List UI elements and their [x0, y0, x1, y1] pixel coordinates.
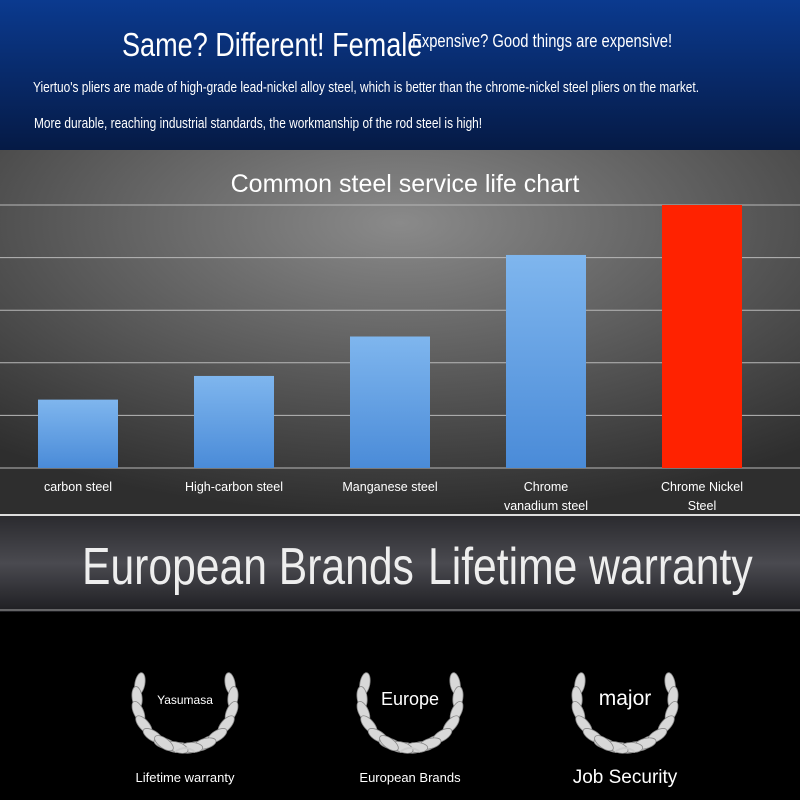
banner-bg: [0, 515, 800, 612]
header-tagline: Expensive? Good things are expensive!: [412, 31, 673, 51]
laurel-leaf: [154, 735, 174, 752]
banner-text: European Brands: [82, 538, 414, 596]
laurel-stem: [174, 747, 196, 753]
header-line: More durable, reaching industrial standa…: [34, 116, 483, 132]
badge-emblem: Europe: [380, 689, 440, 710]
laurel-leaf: [594, 735, 614, 752]
laurel-leaf: [379, 735, 399, 752]
laurels: [131, 672, 679, 754]
bar: [662, 205, 742, 468]
laurel-stem: [614, 747, 636, 753]
badge-caption: European Brands: [359, 770, 461, 786]
laurel-stem: [399, 747, 421, 753]
banner-text: Lifetime warranty: [428, 538, 753, 596]
x-tick-label: carbon steel: [43, 480, 113, 494]
bar: [38, 399, 118, 468]
bar: [350, 336, 430, 468]
x-tick-label: High-carbon steel: [185, 480, 283, 494]
x-tick-label: Manganese steel: [342, 480, 438, 494]
chart-title: Common steel service life chart: [230, 170, 580, 198]
bar: [506, 254, 586, 468]
bar: [194, 375, 274, 468]
header-line: Yiertuo's pliers are made of high-grade …: [33, 80, 700, 96]
badge-emblem: Yasumasa: [157, 692, 213, 707]
x-tick-label: Chrome vanadium steel: [503, 480, 589, 513]
chart: [0, 204, 800, 469]
header-bg: [0, 0, 800, 150]
badge-caption: Lifetime warranty: [135, 770, 235, 786]
badge-emblem: major: [598, 687, 652, 711]
badge-caption: Job Security: [572, 766, 678, 788]
x-tick-label: Chrome Nickel Steel: [661, 480, 743, 513]
header-title: Same? Different! Female: [122, 26, 423, 63]
